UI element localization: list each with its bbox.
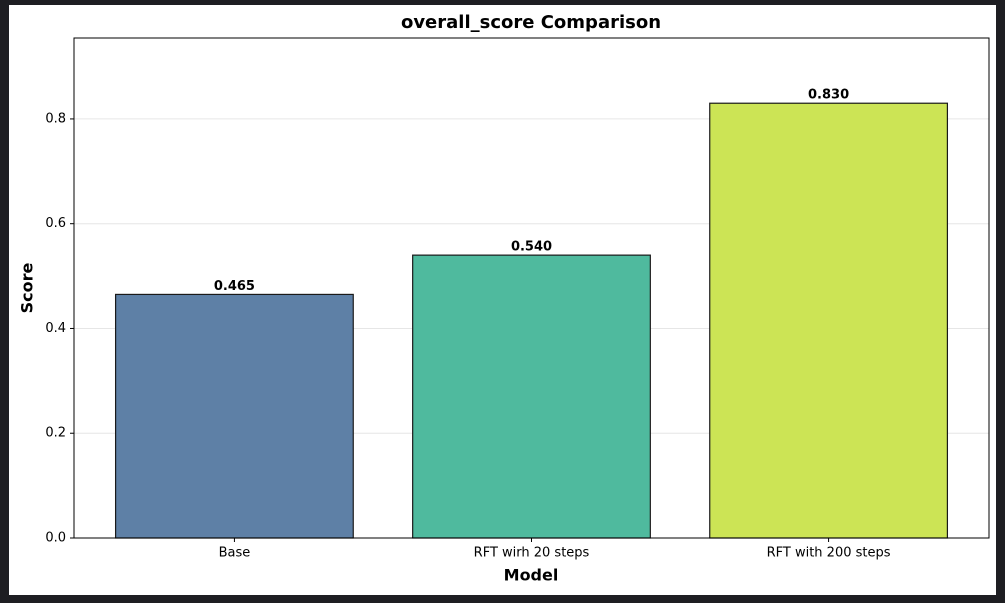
y-tick-label: 0.2 <box>45 426 66 441</box>
x-tick-label: Base <box>219 546 251 561</box>
y-tick-label: 0.4 <box>45 321 66 336</box>
bar <box>114 293 354 539</box>
y-tick-label: 0.0 <box>45 531 66 546</box>
value-label: 0.465 <box>214 279 255 294</box>
x-axis-label: Model <box>504 566 559 585</box>
y-tick-label: 0.8 <box>45 111 66 126</box>
x-tick-label: RFT wirh 20 steps <box>474 546 590 561</box>
y-axis-label: Score <box>18 262 37 313</box>
chart-title: overall_score Comparison <box>401 12 661 33</box>
x-tick-label: RFT with 200 steps <box>767 546 891 561</box>
plot-frame <box>73 37 990 539</box>
bar <box>709 102 949 539</box>
y-tick-label: 0.6 <box>45 216 66 231</box>
bar <box>412 254 651 539</box>
value-label: 0.830 <box>808 88 849 103</box>
value-label: 0.540 <box>511 240 552 255</box>
